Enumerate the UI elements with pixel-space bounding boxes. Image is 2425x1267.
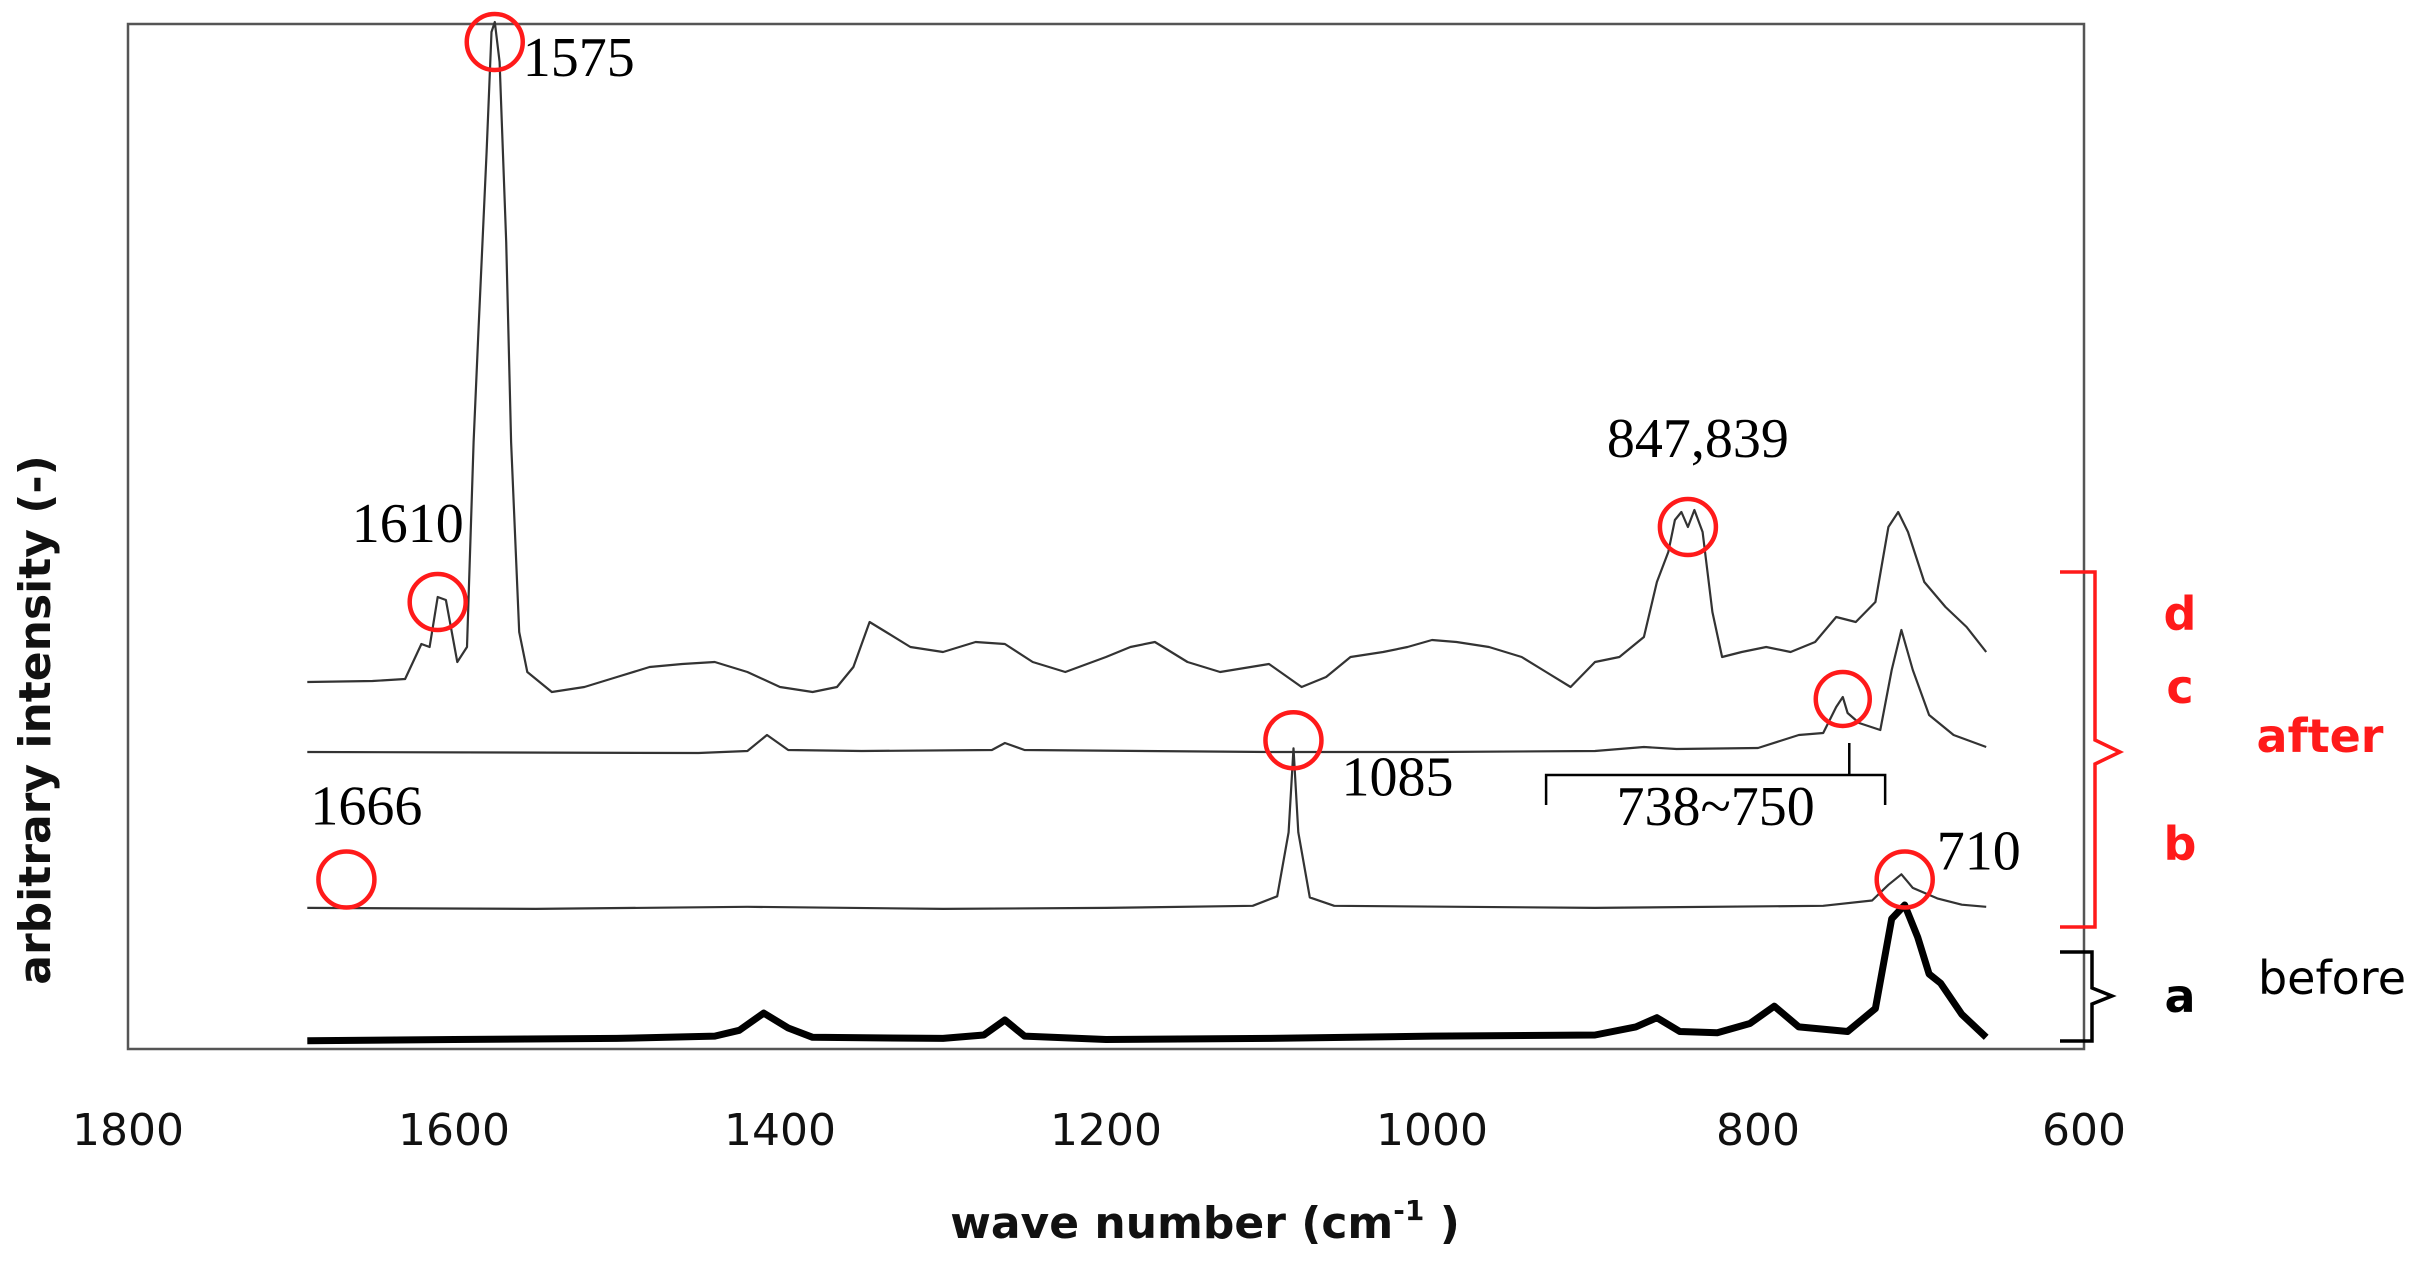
peak-marker-circle	[1263, 710, 1324, 771]
group-label-c: c	[2166, 660, 2193, 714]
peak-label: 1610	[352, 493, 464, 555]
x-tick-label: 800	[1716, 1105, 1800, 1156]
x-tick-label: 1000	[1376, 1105, 1488, 1156]
group-label-after: after	[2257, 709, 2384, 763]
group-brackets: dc b a after before	[2060, 570, 2406, 1043]
group-label-a: a	[2164, 969, 2195, 1023]
series-layer	[307, 20, 1989, 1045]
x-tick-label: 1600	[398, 1105, 510, 1156]
plot-frame	[126, 22, 2086, 1051]
group-label-b: b	[2164, 817, 2197, 871]
peak-marker-circle	[1874, 849, 1935, 910]
peak-label: 710	[1937, 821, 2021, 883]
after-bracket	[2060, 570, 2125, 929]
peak-label: 1666	[310, 776, 422, 838]
range-bracket-738-750	[1544, 743, 1887, 805]
series-b-line	[307, 747, 1987, 910]
y-axis-title: arbitrary intensity (-)	[10, 455, 61, 984]
group-label-before: before	[2258, 951, 2406, 1005]
series-a-line	[307, 901, 1989, 1045]
x-tick-label: 1400	[724, 1105, 836, 1156]
peak-label: 1085	[1341, 746, 1453, 808]
x-tick-label: 600	[2042, 1105, 2126, 1156]
peak-label: 1575	[523, 27, 635, 89]
peak-marker-circle	[464, 11, 525, 73]
before-bracket	[2060, 950, 2117, 1043]
group-label-d: d	[2164, 587, 2197, 641]
x-axis-title-close: )	[1424, 1198, 1459, 1249]
x-axis-title-sup: -1	[1393, 1194, 1424, 1227]
x-axis-title: wave number (cm-1 )	[950, 1194, 1460, 1249]
peak-marker-circle	[316, 849, 377, 910]
peak-marker-circle	[1657, 496, 1719, 558]
series-c-line	[307, 628, 1987, 755]
peak-label: 847,839	[1607, 408, 1789, 470]
series-d-line	[307, 20, 1988, 694]
peak-marker-circle	[1813, 669, 1873, 729]
x-tick-label: 1200	[1050, 1105, 1162, 1156]
x-tick-label: 1800	[72, 1105, 184, 1156]
annotations: 1575 1610 847,839 738~750 1085 1666 710	[310, 11, 2021, 910]
x-tick-labels: 1800 1600 1400 1200 1000 800 600	[72, 1105, 2126, 1156]
peak-marker-circle	[407, 571, 468, 633]
peak-label-738-750: 738~750	[1616, 776, 1814, 838]
